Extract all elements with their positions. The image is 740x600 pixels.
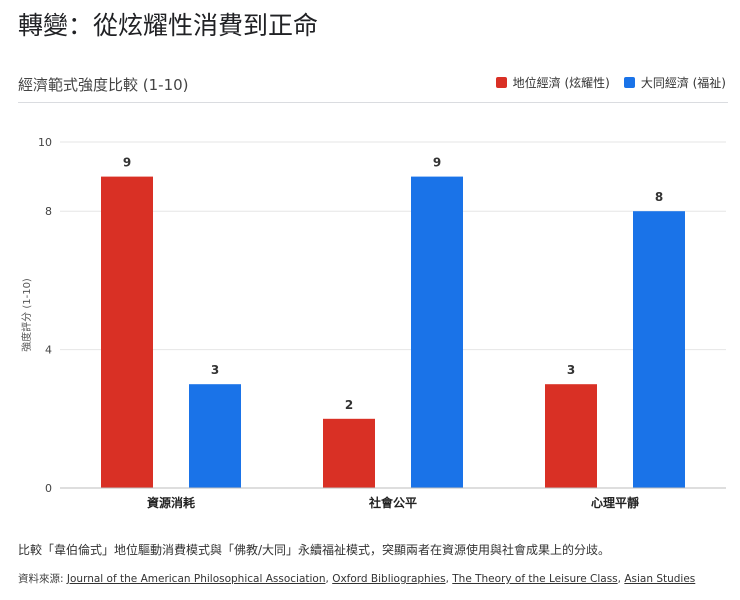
legend-swatch-status (495, 77, 507, 88)
bar (101, 176, 153, 488)
source-separator: , (617, 573, 625, 585)
sources-label: 資料來源: (18, 573, 64, 585)
y-tick-label: 8 (45, 205, 52, 218)
card-divider (18, 102, 728, 103)
data-label: 9 (433, 156, 441, 170)
data-label: 3 (211, 363, 219, 377)
bar (411, 176, 463, 488)
x-tick-label: 資源消耗 (147, 495, 195, 510)
bar (323, 418, 375, 488)
bar (633, 211, 685, 488)
source-separator: , (445, 573, 453, 585)
legend-item-status[interactable]: 地位經濟 (炫耀性) (495, 74, 610, 91)
source-link[interactable]: The Theory of the Leisure Class (452, 573, 618, 585)
data-label: 8 (655, 190, 663, 204)
x-tick-label: 心理平靜 (591, 495, 639, 510)
page-title: 轉變：從炫耀性消費到正命 (18, 11, 319, 40)
sources-line: 資料來源: Journal of the American Philosophi… (18, 571, 695, 586)
bar-chart: 0 4 8 10 強度評分 (1-10) 9 3 資源消耗 2 9 社會公平 3 8 心理平靜 (20, 136, 726, 510)
y-axis-title: 強度評分 (1-10) (20, 278, 33, 352)
chart-description: 比較「韋伯倫式」地位驅動消費模式與「佛教/大同」永續福祉模式，突顯兩者在資源使用… (18, 543, 611, 557)
source-separator: , (325, 573, 333, 585)
x-tick-label: 社會公平 (368, 495, 417, 510)
bar (545, 384, 597, 488)
data-label: 9 (123, 156, 131, 170)
bar (189, 384, 241, 488)
legend-item-welfare[interactable]: 大同經濟 (福祉) (623, 74, 726, 91)
sources-links: Journal of the American Philosophical As… (67, 573, 695, 585)
legend-label-status: 地位經濟 (炫耀性) (512, 76, 610, 90)
source-link[interactable]: Oxford Bibliographies (332, 573, 446, 585)
chart-card: 經濟範式強度比較 (1-10) 地位經濟 (炫耀性) 大同經濟 (福祉) 0 4 8… (0, 58, 740, 510)
source-link[interactable]: Journal of the American Philosophical As… (66, 573, 326, 585)
data-label: 2 (345, 398, 353, 412)
chart-title: 經濟範式強度比較 (1-10) (18, 76, 189, 94)
y-tick-label: 4 (45, 344, 52, 357)
legend-label-welfare: 大同經濟 (福祉) (640, 76, 726, 90)
source-link[interactable]: Asian Studies (624, 573, 696, 585)
chart-legend: 地位經濟 (炫耀性) 大同經濟 (福祉) (495, 74, 726, 91)
y-tick-label: 10 (38, 136, 52, 149)
data-label: 3 (567, 363, 575, 377)
legend-swatch-welfare (623, 77, 635, 88)
y-tick-label: 0 (45, 482, 52, 495)
